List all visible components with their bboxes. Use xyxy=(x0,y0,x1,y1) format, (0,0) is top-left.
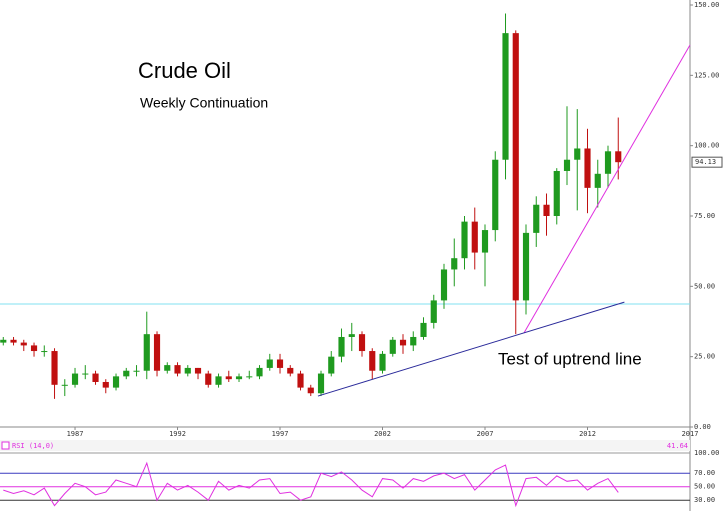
candle-body xyxy=(102,381,109,388)
rsi-tick-label: 100.00 xyxy=(694,449,719,457)
candle-body xyxy=(533,204,540,233)
last-price-box xyxy=(691,156,723,168)
y-tick-label: 125.00 xyxy=(694,71,719,79)
candle-body xyxy=(307,387,314,394)
y-tick-label: 50.00 xyxy=(694,282,715,290)
y-tick-label: 0.00 xyxy=(694,423,711,431)
candle-body xyxy=(205,373,212,385)
candle-body xyxy=(584,148,591,188)
candle-body xyxy=(0,339,7,343)
candle-body xyxy=(143,334,150,371)
x-tick-label: 2012 xyxy=(579,430,596,438)
candle-body xyxy=(440,269,448,301)
rsi-header xyxy=(0,440,690,451)
candle-body xyxy=(553,170,560,216)
candle-body xyxy=(246,376,253,378)
y-tick-label: 100.00 xyxy=(694,142,719,150)
candle-body xyxy=(389,339,396,354)
rsi-tick-label: 70.00 xyxy=(694,469,715,477)
rsi-tick-label: 30.00 xyxy=(694,496,715,504)
candle-body xyxy=(61,384,68,386)
x-tick-label: 2002 xyxy=(374,430,391,438)
candle-body xyxy=(481,230,489,253)
y-tick-label: 75.00 xyxy=(694,212,715,220)
candle-body xyxy=(574,148,581,160)
candle-body xyxy=(328,356,335,374)
candle-body xyxy=(543,204,550,216)
candle-body xyxy=(297,373,304,388)
candle-body xyxy=(123,370,130,377)
rsi-close-button[interactable] xyxy=(1,441,10,450)
candle-body xyxy=(358,334,366,352)
candle-body xyxy=(215,376,222,385)
candle-body xyxy=(41,351,48,353)
chart-title: Crude Oil xyxy=(138,58,231,83)
candle-body xyxy=(348,334,355,337)
candle-body xyxy=(338,336,345,357)
candle-body xyxy=(410,336,417,346)
x-tick-label: 1992 xyxy=(169,430,186,438)
candle-body xyxy=(71,373,79,385)
candle-body xyxy=(256,367,263,377)
x-tick-label: 2017 xyxy=(682,430,699,438)
candle-body xyxy=(164,365,171,371)
candle-body xyxy=(594,173,601,188)
candle-body xyxy=(82,373,89,375)
x-tick-label: 1987 xyxy=(67,430,84,438)
candle-body xyxy=(502,33,509,160)
candle-body xyxy=(30,345,38,352)
y-tick-label: 25.00 xyxy=(694,353,715,361)
candle-body xyxy=(133,370,140,372)
x-tick-label: 1997 xyxy=(272,430,289,438)
candle-body xyxy=(225,376,232,380)
candle-body xyxy=(451,258,458,270)
candle-body xyxy=(92,373,99,382)
candle-body xyxy=(522,232,530,301)
candle-body xyxy=(266,359,273,368)
y-tick-label: 150.00 xyxy=(694,1,719,9)
rsi-line xyxy=(3,461,619,508)
candle-body xyxy=(471,221,478,253)
candle-body xyxy=(492,159,499,231)
candle-body xyxy=(563,159,571,171)
x-tick-label: 2007 xyxy=(477,430,494,438)
chart-subtitle: Weekly Continuation xyxy=(140,95,268,111)
candle-body xyxy=(461,221,468,259)
candle-body xyxy=(369,351,376,371)
rsi-label: RSI (14,0) xyxy=(12,442,54,450)
candle-body xyxy=(604,151,612,174)
candle-body xyxy=(174,365,181,374)
candle-body xyxy=(51,351,58,385)
candle-body xyxy=(615,151,622,163)
candle-body xyxy=(194,367,202,374)
candle-body xyxy=(276,359,284,368)
rsi-last-value: 41.64 xyxy=(667,442,688,450)
candle-body xyxy=(399,339,407,346)
rsi-tick-label: 50.00 xyxy=(694,483,715,491)
candle-body xyxy=(287,367,294,374)
candle-body xyxy=(235,376,243,380)
trend-line xyxy=(523,44,691,334)
candle-body xyxy=(184,367,191,374)
candle-body xyxy=(10,339,17,343)
last-price-label: 94.13 xyxy=(695,158,716,166)
candle-body xyxy=(379,353,386,371)
candle-body xyxy=(20,342,27,346)
candle-body xyxy=(430,300,437,323)
candle-body xyxy=(317,373,325,394)
candle-body xyxy=(112,376,120,388)
trend-line xyxy=(317,301,625,397)
candle-body xyxy=(512,33,519,301)
annotation: Test of uptrend line xyxy=(498,349,642,368)
candle-body xyxy=(153,334,161,371)
candle-body xyxy=(420,322,427,337)
